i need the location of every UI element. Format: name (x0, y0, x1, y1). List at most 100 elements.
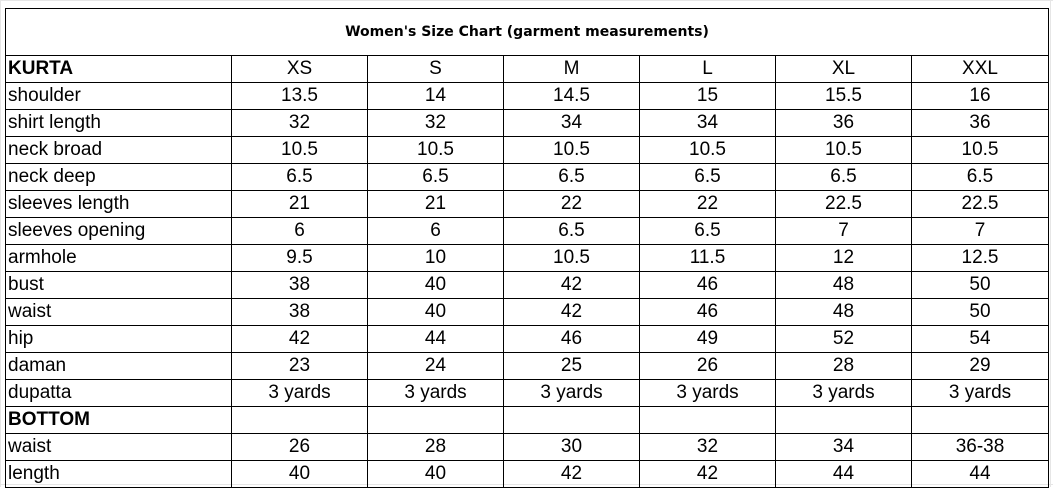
measurement-cell[interactable]: 11.5 (639, 244, 776, 272)
measurement-cell[interactable]: 44 (911, 460, 1049, 488)
row-label[interactable]: neck broad (5, 136, 232, 164)
row-label[interactable]: armhole (5, 244, 232, 272)
measurement-cell[interactable]: 6.5 (639, 163, 776, 191)
measurement-cell[interactable]: 3 yards (639, 379, 776, 407)
measurement-cell[interactable]: 10 (367, 244, 504, 272)
size-header[interactable] (911, 406, 1049, 434)
measurement-cell[interactable]: 24 (367, 352, 504, 380)
measurement-cell[interactable]: 10.5 (503, 136, 640, 164)
measurement-cell[interactable]: 22 (503, 190, 640, 218)
measurement-cell[interactable]: 42 (639, 460, 776, 488)
measurement-cell[interactable]: 6.5 (639, 217, 776, 245)
measurement-cell[interactable]: 6.5 (231, 163, 368, 191)
measurement-cell[interactable]: 3 yards (775, 379, 912, 407)
measurement-cell[interactable]: 6.5 (503, 217, 640, 245)
size-header[interactable]: L (639, 55, 776, 83)
measurement-cell[interactable]: 6.5 (367, 163, 504, 191)
size-header[interactable]: XS (231, 55, 368, 83)
row-label[interactable]: daman (5, 352, 232, 380)
row-label[interactable]: hip (5, 325, 232, 353)
measurement-cell[interactable]: 21 (231, 190, 368, 218)
measurement-cell[interactable]: 38 (231, 298, 368, 326)
measurement-cell[interactable]: 10.5 (775, 136, 912, 164)
measurement-cell[interactable]: 34 (503, 109, 640, 137)
row-label[interactable]: waist (5, 433, 232, 461)
row-label[interactable]: dupatta (5, 379, 232, 407)
measurement-cell[interactable]: 32 (231, 109, 368, 137)
measurement-cell[interactable]: 6.5 (775, 163, 912, 191)
section-label[interactable]: BOTTOM (5, 406, 232, 434)
measurement-cell[interactable]: 40 (367, 271, 504, 299)
measurement-cell[interactable]: 10.5 (911, 136, 1049, 164)
measurement-cell[interactable]: 50 (911, 298, 1049, 326)
measurement-cell[interactable]: 28 (367, 433, 504, 461)
measurement-cell[interactable]: 42 (503, 460, 640, 488)
size-header[interactable] (367, 406, 504, 434)
measurement-cell[interactable]: 3 yards (231, 379, 368, 407)
measurement-cell[interactable]: 22.5 (911, 190, 1049, 218)
measurement-cell[interactable]: 22.5 (775, 190, 912, 218)
measurement-cell[interactable]: 44 (367, 325, 504, 353)
measurement-cell[interactable]: 26 (639, 352, 776, 380)
measurement-cell[interactable]: 42 (503, 298, 640, 326)
measurement-cell[interactable]: 23 (231, 352, 368, 380)
measurement-cell[interactable]: 54 (911, 325, 1049, 353)
row-label[interactable]: shirt length (5, 109, 232, 137)
measurement-cell[interactable]: 14 (367, 82, 504, 110)
measurement-cell[interactable]: 6 (231, 217, 368, 245)
measurement-cell[interactable]: 38 (231, 271, 368, 299)
measurement-cell[interactable]: 14.5 (503, 82, 640, 110)
measurement-cell[interactable]: 6.5 (503, 163, 640, 191)
measurement-cell[interactable]: 13.5 (231, 82, 368, 110)
measurement-cell[interactable]: 40 (367, 460, 504, 488)
row-label[interactable]: sleeves length (5, 190, 232, 218)
measurement-cell[interactable]: 3 yards (367, 379, 504, 407)
measurement-cell[interactable]: 29 (911, 352, 1049, 380)
measurement-cell[interactable]: 10.5 (231, 136, 368, 164)
chart-title[interactable]: Women's Size Chart (garment measurements… (5, 8, 1049, 56)
measurement-cell[interactable]: 34 (639, 109, 776, 137)
measurement-cell[interactable]: 36 (911, 109, 1049, 137)
measurement-cell[interactable]: 22 (639, 190, 776, 218)
measurement-cell[interactable]: 48 (775, 298, 912, 326)
measurement-cell[interactable]: 16 (911, 82, 1049, 110)
measurement-cell[interactable]: 21 (367, 190, 504, 218)
measurement-cell[interactable]: 15.5 (775, 82, 912, 110)
measurement-cell[interactable]: 44 (775, 460, 912, 488)
size-header[interactable] (639, 406, 776, 434)
measurement-cell[interactable]: 12.5 (911, 244, 1049, 272)
row-label[interactable]: length (5, 460, 232, 488)
size-header[interactable] (231, 406, 368, 434)
size-header[interactable]: M (503, 55, 640, 83)
measurement-cell[interactable]: 12 (775, 244, 912, 272)
measurement-cell[interactable]: 6 (367, 217, 504, 245)
measurement-cell[interactable]: 26 (231, 433, 368, 461)
measurement-cell[interactable]: 10.5 (639, 136, 776, 164)
measurement-cell[interactable]: 40 (367, 298, 504, 326)
row-label[interactable]: neck deep (5, 163, 232, 191)
measurement-cell[interactable]: 48 (775, 271, 912, 299)
measurement-cell[interactable]: 32 (367, 109, 504, 137)
measurement-cell[interactable]: 15 (639, 82, 776, 110)
section-label[interactable]: KURTA (5, 55, 232, 83)
measurement-cell[interactable]: 36 (775, 109, 912, 137)
measurement-cell[interactable]: 10.5 (367, 136, 504, 164)
measurement-cell[interactable]: 46 (639, 298, 776, 326)
measurement-cell[interactable]: 7 (775, 217, 912, 245)
measurement-cell[interactable]: 52 (775, 325, 912, 353)
measurement-cell[interactable]: 36-38 (911, 433, 1049, 461)
measurement-cell[interactable]: 28 (775, 352, 912, 380)
measurement-cell[interactable]: 49 (639, 325, 776, 353)
measurement-cell[interactable]: 6.5 (911, 163, 1049, 191)
row-label[interactable]: waist (5, 298, 232, 326)
measurement-cell[interactable]: 3 yards (911, 379, 1049, 407)
size-header[interactable] (775, 406, 912, 434)
measurement-cell[interactable]: 3 yards (503, 379, 640, 407)
measurement-cell[interactable]: 34 (775, 433, 912, 461)
measurement-cell[interactable]: 32 (639, 433, 776, 461)
measurement-cell[interactable]: 30 (503, 433, 640, 461)
measurement-cell[interactable]: 9.5 (231, 244, 368, 272)
size-header[interactable] (503, 406, 640, 434)
measurement-cell[interactable]: 42 (231, 325, 368, 353)
measurement-cell[interactable]: 25 (503, 352, 640, 380)
